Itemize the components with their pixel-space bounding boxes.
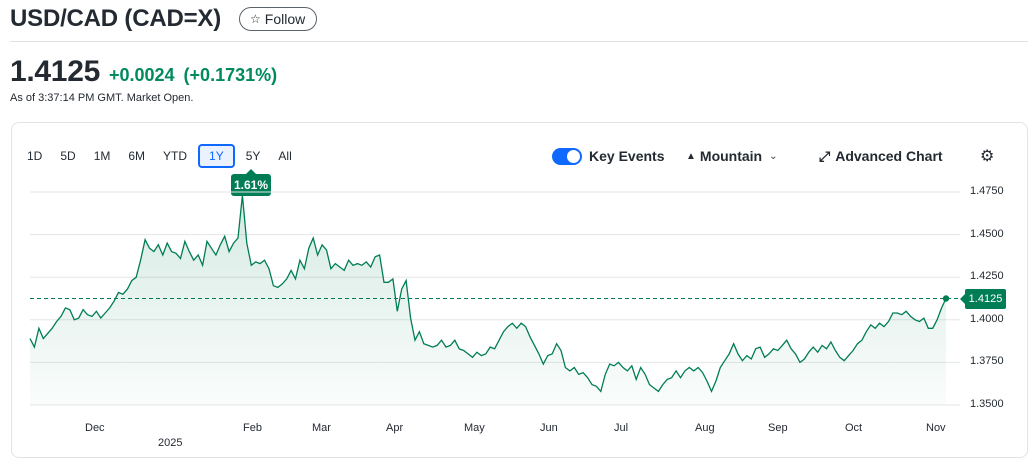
follow-label: Follow xyxy=(264,11,306,27)
star-outline-icon: ☆ xyxy=(250,12,261,26)
x-tick-label: Mar xyxy=(312,422,331,434)
range-button-ytd[interactable]: YTD xyxy=(163,149,188,163)
range-selector: 1D 5D 1M 6M YTD 1Y 5Y All xyxy=(20,144,303,168)
follow-button[interactable]: ☆ Follow xyxy=(239,7,318,31)
expand-icon: ⤢ xyxy=(819,147,831,164)
key-events-toggle[interactable] xyxy=(552,148,582,165)
mountain-icon: ▲ xyxy=(686,150,696,162)
series-line xyxy=(29,195,947,394)
range-button-1m[interactable]: 1M xyxy=(93,149,111,163)
gear-icon[interactable]: ⚙ xyxy=(980,148,995,165)
range-button-5d[interactable]: 5D xyxy=(60,149,76,163)
y-tick-label: 1.4000 xyxy=(970,312,1004,325)
advanced-chart-button[interactable]: ⤢ Advanced Chart xyxy=(819,144,943,168)
quote-price-row: 1.4125 +0.0024 (+0.1731%) xyxy=(10,55,277,89)
key-events-label[interactable]: Key Events xyxy=(589,144,664,168)
x-tick-label: Apr xyxy=(386,422,404,434)
current-price-tag: 1.4125 xyxy=(960,288,1006,309)
range-button-5y[interactable]: 5Y xyxy=(245,149,261,163)
x-tick-label: Jun xyxy=(540,422,558,434)
page-title: USD/CAD (CAD=X) xyxy=(10,5,222,32)
current-price: 1.4125 xyxy=(10,55,100,88)
x-tick-label: Oct xyxy=(845,422,863,434)
x-tick-label: Feb xyxy=(243,422,262,434)
x-tick-label: Aug xyxy=(695,422,715,434)
chart-type-dropdown[interactable]: ▲ Mountain ⌄ xyxy=(686,144,778,168)
price-change-percent: (+0.1731%) xyxy=(183,65,278,85)
range-button-1y[interactable]: 1Y xyxy=(198,144,235,168)
y-tick-label: 1.4500 xyxy=(970,227,1004,240)
y-tick-label: 1.4250 xyxy=(970,270,1004,283)
x-tick-label: Sep xyxy=(768,422,788,434)
range-change-badge: 1.61% xyxy=(231,169,271,196)
key-events-text: Key Events xyxy=(589,148,665,164)
quote-header: USD/CAD (CAD=X) ☆ Follow xyxy=(10,4,318,34)
y-tick-label: 1.3500 xyxy=(970,398,1004,410)
year-label: 2025 xyxy=(158,437,183,449)
toggle-knob xyxy=(567,150,580,163)
y-tick-label: 1.3750 xyxy=(970,355,1004,368)
range-button-6m[interactable]: 6M xyxy=(128,149,146,163)
chevron-down-icon: ⌄ xyxy=(769,150,778,162)
header-divider xyxy=(10,41,1028,42)
range-button-all[interactable]: All xyxy=(278,149,292,163)
x-tick-label: May xyxy=(464,422,485,434)
last-point xyxy=(942,295,950,302)
series-area xyxy=(30,195,946,405)
range-button-1d[interactable]: 1D xyxy=(27,149,43,163)
y-tick-label: 1.4750 xyxy=(970,185,1004,197)
advanced-chart-label: Advanced Chart xyxy=(835,148,943,164)
market-status: As of 3:37:14 PM GMT. Market Open. xyxy=(10,92,194,104)
x-tick-label: Nov xyxy=(926,422,946,434)
price-change: +0.0024 xyxy=(108,65,175,85)
x-tick-label: Jul xyxy=(614,422,629,434)
chart-type-label: Mountain xyxy=(699,148,763,164)
x-tick-label: Dec xyxy=(85,422,105,434)
